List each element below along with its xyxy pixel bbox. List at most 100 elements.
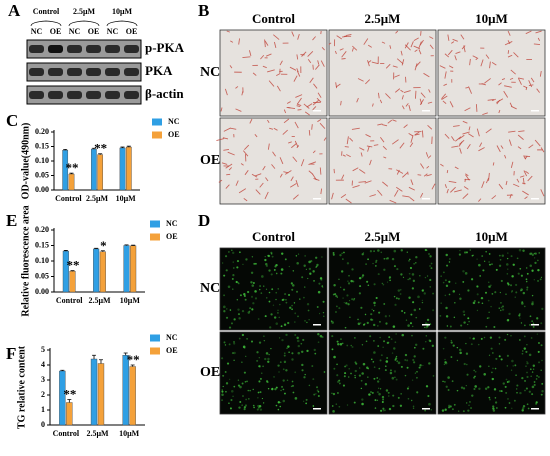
signal: [253, 406, 255, 409]
cell: [395, 186, 403, 192]
signal: [258, 356, 261, 359]
signal: [225, 269, 228, 272]
signal: [533, 252, 536, 255]
cell: [518, 130, 525, 133]
signal: [336, 391, 339, 394]
signal: [225, 390, 227, 393]
signal: [348, 368, 350, 370]
cell: [294, 121, 299, 129]
error-bar: [70, 270, 75, 272]
cell: [341, 58, 346, 60]
blot-band: [67, 68, 82, 76]
signal: [458, 293, 461, 296]
signal: [237, 384, 241, 387]
signal: [511, 290, 514, 292]
signal: [444, 279, 447, 282]
signal: [313, 393, 316, 396]
cell: [455, 51, 461, 54]
signal: [526, 403, 529, 406]
signal: [296, 261, 299, 265]
signal: [498, 343, 501, 345]
signal: [317, 391, 320, 393]
signal: [479, 275, 481, 277]
signal: [252, 302, 255, 305]
signal: [471, 394, 474, 397]
signal: [426, 325, 429, 328]
signal: [491, 293, 494, 295]
cell: [235, 180, 239, 186]
cell: [401, 95, 404, 100]
cell: [273, 41, 277, 48]
signal: [415, 256, 418, 259]
signal: [388, 277, 391, 280]
signal: [459, 351, 462, 355]
error-bar: [130, 364, 135, 367]
signal: [462, 270, 465, 273]
signal: [343, 375, 346, 378]
signal: [304, 320, 306, 322]
cell: [468, 86, 472, 94]
cell: [454, 55, 457, 61]
signal: [416, 370, 418, 373]
signal: [379, 320, 381, 323]
signal: [346, 344, 349, 347]
signal: [256, 408, 259, 411]
x-tick-label: Control: [56, 296, 83, 305]
signal: [287, 345, 290, 348]
signal: [400, 393, 402, 395]
signal: [377, 345, 380, 347]
signal: [221, 262, 224, 264]
cell: [500, 145, 504, 149]
cell: [382, 181, 389, 187]
signal: [346, 294, 349, 297]
cell: [458, 134, 465, 140]
cell: [288, 141, 292, 144]
signal: [467, 289, 470, 292]
signal: [478, 263, 481, 267]
blot-lane: OE: [50, 27, 62, 36]
signal: [519, 339, 521, 341]
blot-group: 10μM: [112, 7, 133, 16]
signal: [382, 409, 385, 412]
signal: [498, 307, 501, 309]
bar: [130, 245, 137, 293]
signal: [283, 323, 287, 326]
cell: [315, 64, 320, 70]
error-bar: [120, 146, 125, 148]
signal: [231, 249, 233, 252]
cell: [359, 169, 366, 174]
signal: [505, 263, 509, 266]
signal: [500, 358, 503, 361]
cell: [296, 68, 299, 73]
cell: [308, 161, 317, 166]
signal: [462, 310, 466, 313]
signal: [386, 341, 389, 344]
signal: [316, 386, 318, 389]
cell: [377, 123, 383, 126]
signal: [482, 269, 485, 272]
cell: [462, 120, 468, 124]
cell: [504, 85, 512, 88]
signal: [352, 298, 355, 301]
signal: [373, 283, 376, 286]
bar: [123, 245, 130, 293]
signal: [373, 304, 376, 307]
cell: [308, 170, 314, 175]
legend-swatch: [152, 131, 162, 139]
signal: [442, 347, 445, 350]
cell: [525, 30, 532, 35]
signal: [285, 333, 288, 337]
signal: [362, 362, 366, 366]
signal: [445, 284, 449, 288]
signal: [385, 322, 388, 325]
signal: [536, 317, 539, 320]
signal: [389, 279, 391, 282]
signal: [225, 382, 229, 385]
signal: [446, 325, 449, 327]
scale-bar: [422, 110, 430, 112]
cell: [296, 97, 302, 105]
signal: [414, 343, 418, 346]
signal: [537, 376, 540, 378]
scale-bar: [422, 408, 430, 410]
panel-label: E: [6, 211, 17, 230]
